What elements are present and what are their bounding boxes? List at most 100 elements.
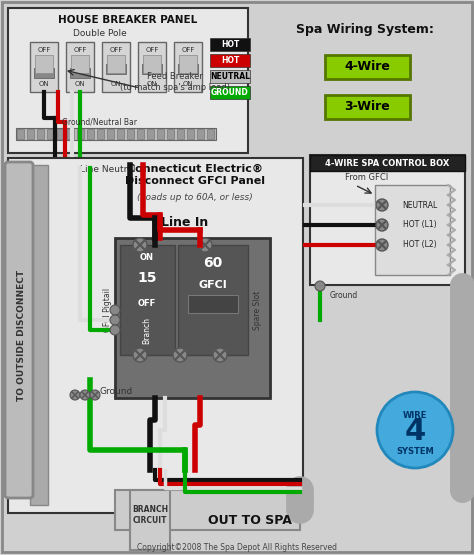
Text: OFF: OFF [182,47,195,53]
Bar [107,55,125,73]
Bar [107,129,114,139]
Text: OFF: OFF [37,47,51,53]
Bar [210,86,250,99]
Bar [187,129,194,139]
Circle shape [133,348,147,362]
Bar [157,129,164,139]
Text: 4-Wire: 4-Wire [344,60,390,73]
Bar [8,158,303,513]
Bar [37,129,44,139]
Bar [30,165,48,505]
Bar [142,64,162,74]
Text: Line In: Line In [161,215,209,229]
Circle shape [376,219,388,231]
Bar [120,245,175,355]
Text: Ground/Neutral Bar: Ground/Neutral Bar [63,118,137,127]
Text: Spare Slot: Spare Slot [254,290,263,330]
Bar [71,55,89,73]
Bar [197,129,204,139]
Text: WIRE: WIRE [403,411,427,420]
Bar [210,54,250,67]
Bar [130,490,170,550]
Circle shape [376,239,388,251]
Text: OFF: OFF [138,299,156,307]
Text: 4: 4 [404,417,426,447]
Bar [174,42,202,92]
Text: Ground: Ground [330,290,358,300]
Bar [8,8,248,153]
Text: TO OUTSIDE DISCONNECT: TO OUTSIDE DISCONNECT [18,269,27,401]
Circle shape [376,199,388,211]
FancyBboxPatch shape [5,162,33,498]
Text: 4-WIRE SPA CONTROL BOX: 4-WIRE SPA CONTROL BOX [325,159,449,168]
Bar [115,490,300,530]
Circle shape [377,392,453,468]
Text: OFF: OFF [73,47,87,53]
Text: OUT TO SPA: OUT TO SPA [208,513,292,527]
Bar [178,64,198,74]
Bar [310,155,465,171]
Bar [34,68,54,78]
Bar [325,55,410,79]
Bar [138,42,166,92]
Text: Spa Wiring System:: Spa Wiring System: [296,23,434,37]
Text: ON: ON [111,81,121,87]
Text: 60: 60 [203,256,223,270]
Bar [30,42,58,92]
Circle shape [213,348,227,362]
Text: 3-Wire: 3-Wire [344,100,390,114]
Bar [77,129,84,139]
Bar [97,129,104,139]
Text: OFF: OFF [146,47,159,53]
Bar [375,185,450,275]
Bar [66,42,94,92]
Text: Branch: Branch [143,316,152,344]
Text: GFCI Pigtail: GFCI Pigtail [103,288,112,332]
Text: Ground: Ground [100,387,133,396]
Text: HOT (L1): HOT (L1) [403,220,437,230]
Circle shape [315,281,325,291]
Bar [210,38,250,51]
Bar [87,129,94,139]
Bar [57,129,64,139]
Circle shape [70,390,80,400]
Text: HOT: HOT [221,56,239,65]
Bar [127,129,134,139]
Bar [106,64,126,74]
Text: OFF: OFF [109,47,123,53]
Bar [27,129,34,139]
Text: TEST: TEST [200,299,227,309]
Text: Copyright©2008 The Spa Depot All Rights Reserved: Copyright©2008 The Spa Depot All Rights … [137,543,337,552]
Text: GFCI: GFCI [199,280,228,290]
Circle shape [173,348,187,362]
Bar [177,129,184,139]
Bar [117,129,124,139]
Text: SYSTEM: SYSTEM [396,447,434,457]
Bar [16,128,216,140]
Bar [115,238,270,398]
Text: ON: ON [146,81,157,87]
Text: HOT: HOT [221,40,239,49]
Text: BRANCH
CIRCUIT: BRANCH CIRCUIT [132,505,168,524]
Circle shape [80,390,90,400]
Circle shape [90,390,100,400]
Bar [102,42,130,92]
Bar [137,129,144,139]
Bar [67,129,74,139]
Bar [35,55,53,73]
Text: (Loads up to 60A, or less): (Loads up to 60A, or less) [137,194,253,203]
Text: Double Pole: Double Pole [73,29,127,38]
Circle shape [110,315,120,325]
Text: NEUTRAL: NEUTRAL [402,200,438,209]
Bar [188,295,238,313]
Text: Line Neutral: Line Neutral [80,165,136,174]
Text: ON: ON [39,81,49,87]
Text: Connecticut Electric®
Disconnect GFCI Panel: Connecticut Electric® Disconnect GFCI Pa… [125,164,265,186]
Bar [147,129,154,139]
Text: NEUTRAL: NEUTRAL [210,72,250,81]
Text: ON: ON [182,81,193,87]
Bar [178,245,248,355]
Text: GROUND: GROUND [211,88,249,97]
Bar [47,129,54,139]
Text: From GFCI: From GFCI [345,174,388,183]
